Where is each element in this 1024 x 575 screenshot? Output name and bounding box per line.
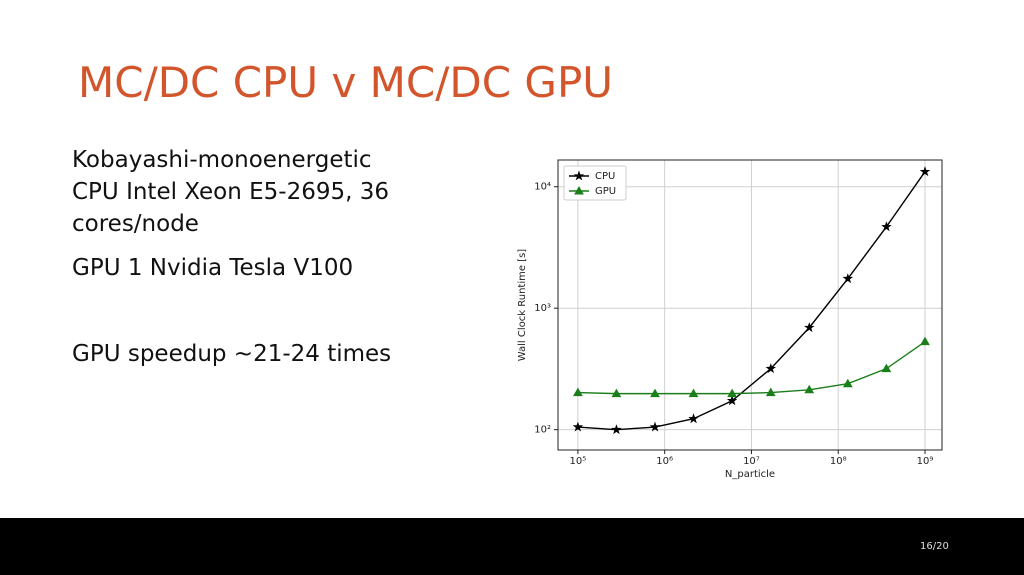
page-number: 16/20 — [920, 541, 949, 552]
marker — [881, 221, 892, 232]
marker — [573, 170, 585, 181]
marker — [572, 421, 584, 432]
marker — [688, 413, 699, 424]
marker — [649, 421, 661, 432]
marker — [765, 387, 776, 397]
x-axis-label: N_particle — [725, 469, 775, 480]
marker — [765, 363, 777, 374]
marker — [611, 424, 622, 435]
y-axis-label: Wall Clock Runtime [s] — [517, 249, 528, 362]
y-tick-label: 10² — [534, 425, 551, 436]
x-tick-label: 10⁹ — [917, 456, 934, 467]
marker — [650, 388, 660, 398]
slide-title: MC/DC CPU v MC/DC GPU — [78, 58, 614, 107]
marker — [726, 395, 738, 406]
footer-bar — [0, 518, 1024, 575]
paragraph: CPU Intel Xeon E5-2695, 36 cores/node — [72, 179, 390, 237]
plot-area — [558, 160, 942, 450]
marker — [611, 388, 622, 398]
paragraph: Kobayashi-monoenergetic — [72, 147, 372, 173]
chart: 10⁵ 10⁶ 10⁷ 10⁸ 10⁹ 10² 10³ 10⁴ N_particle Wall C… — [517, 159, 943, 480]
plot-frame — [557, 159, 943, 451]
marker — [573, 387, 583, 397]
y-tick-label: 10³ — [534, 303, 551, 314]
marker — [574, 185, 584, 195]
marker — [842, 378, 853, 388]
paragraph: GPU 1 Nvidia Tesla V100 — [72, 255, 354, 281]
x-tick-label: 10⁶ — [656, 456, 673, 467]
x-tick-label: 10⁵ — [570, 456, 587, 467]
marker — [920, 336, 930, 346]
series-line — [577, 341, 926, 395]
legend-label: GPU — [595, 186, 616, 197]
legend-label: CPU — [595, 171, 615, 182]
marker — [804, 384, 815, 394]
y-tick-label: 10⁴ — [534, 182, 551, 193]
x-tick-label: 10⁸ — [830, 456, 847, 467]
series-line — [577, 171, 926, 431]
x-tick-label: 10⁷ — [743, 456, 760, 467]
marker — [727, 388, 737, 398]
marker — [804, 322, 815, 333]
marker — [842, 273, 854, 284]
marker — [881, 363, 892, 373]
marker — [688, 388, 699, 398]
marker — [919, 166, 931, 177]
paragraph: GPU speedup ~21-24 times — [72, 341, 392, 367]
